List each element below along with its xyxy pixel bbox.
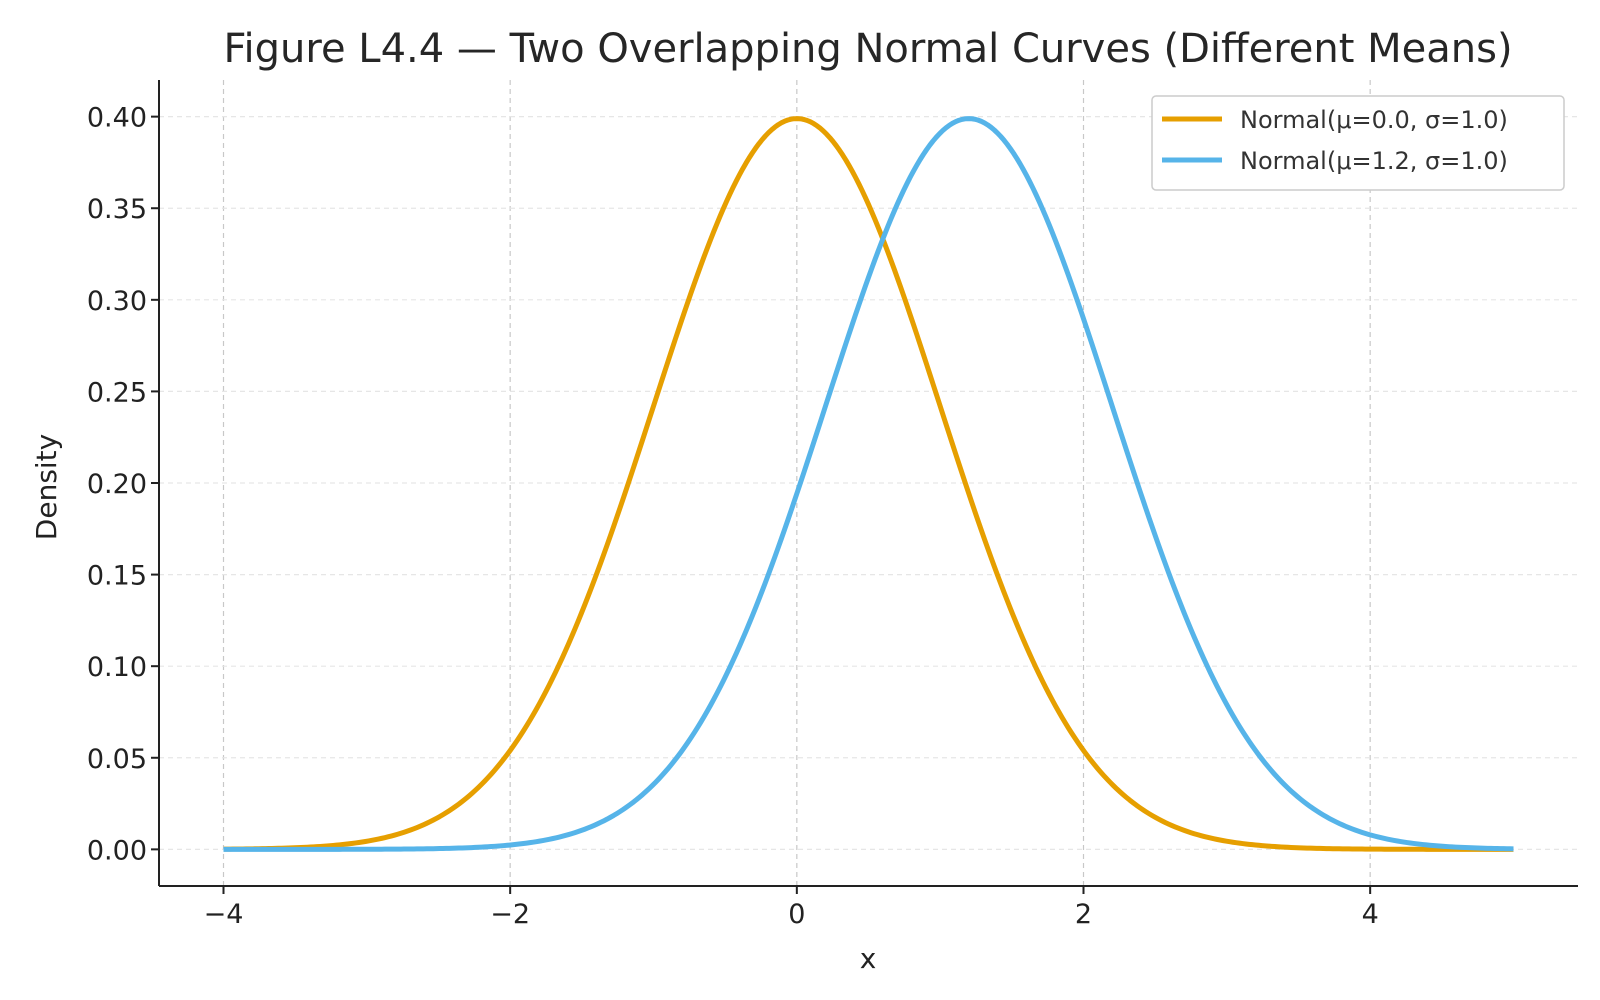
y-tick-label: 0.10 [87,652,147,683]
y-tick-label: 0.40 [87,103,147,134]
tick-labels: −4 −2 0 2 4 0.00 0.05 0.10 0.15 0.20 0.25 0.30 0.35 0… [87,103,1379,930]
x-tick-label: −2 [490,899,530,930]
y-tick-label: 0.25 [87,377,147,408]
axes [151,80,1578,894]
legend-label-normal-mu-0: Normal(μ=0.0, σ=1.0) [1240,106,1508,134]
y-tick-label: 0.05 [87,744,147,775]
x-axis-label: x [860,942,877,975]
chart-title: Figure L4.4 — Two Overlapping Normal Cur… [223,26,1512,72]
x-tick-label: 2 [1075,899,1092,930]
series-lines [223,116,1514,852]
series-line-0 [223,116,1514,852]
y-axis-label: Density [30,434,63,540]
x-tick-label: 4 [1362,899,1379,930]
y-tick-label: 0.20 [87,469,147,500]
series-line-1 [223,116,1514,852]
y-tick-label: 0.35 [87,194,147,225]
legend: Normal(μ=0.0, σ=1.0) Normal(μ=1.2, σ=1.0… [1151,95,1565,191]
y-tick-label: 0.15 [87,561,147,592]
legend-label-normal-mu-1-2: Normal(μ=1.2, σ=1.0) [1240,147,1508,175]
x-tick-label: 0 [788,899,805,930]
y-tick-label: 0.30 [87,286,147,317]
y-tick-label: 0.00 [87,835,147,866]
x-tick-label: −4 [204,899,244,930]
legend-frame [1151,95,1565,191]
